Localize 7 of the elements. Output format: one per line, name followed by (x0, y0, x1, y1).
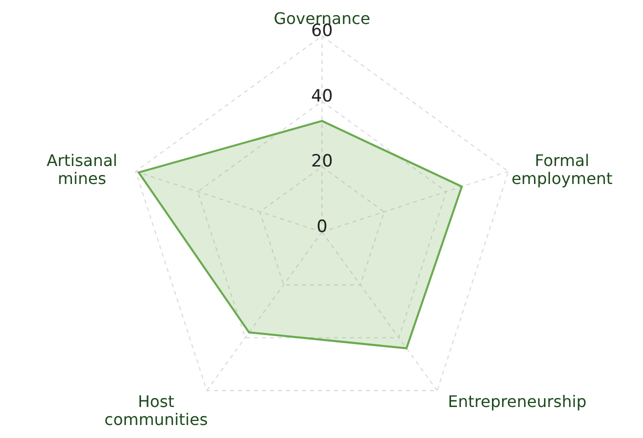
y-tick-label: 40 (311, 86, 333, 106)
y-tick-label: 20 (311, 152, 333, 172)
spoke-label: Entrepreneurship (448, 392, 587, 412)
spoke-label: Formal employment (511, 150, 613, 188)
spoke-label: Host communities (104, 392, 208, 430)
y-tick-label: 0 (316, 217, 328, 237)
spoke-label: Artisanal mines (46, 150, 118, 188)
